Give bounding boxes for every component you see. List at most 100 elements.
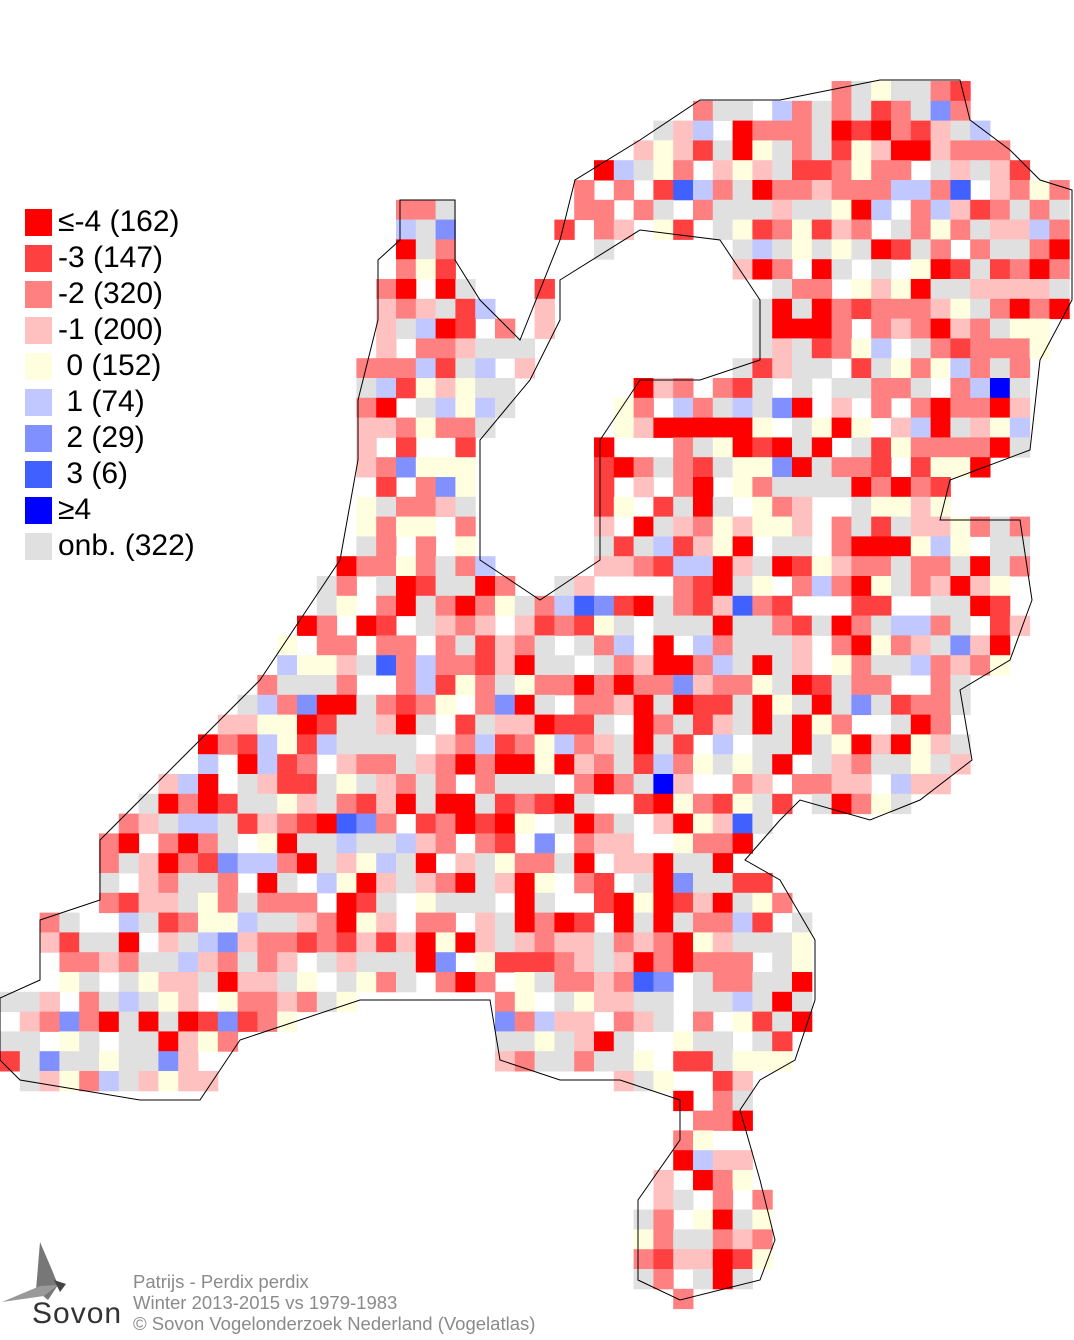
grid-cell — [831, 714, 852, 735]
grid-cell — [396, 774, 417, 795]
grid-cell — [1009, 239, 1031, 260]
grid-cell — [851, 635, 872, 656]
grid-cell — [257, 912, 278, 933]
grid-cell — [277, 873, 298, 894]
grid-cell — [455, 378, 476, 399]
grid-cell — [1029, 338, 1050, 359]
grid-cell — [376, 615, 397, 636]
grid-cell — [415, 536, 437, 557]
grid-cell — [178, 1071, 199, 1092]
grid-cell — [475, 298, 496, 320]
grid-cell — [435, 892, 456, 914]
grid-cell — [772, 457, 793, 478]
grid-cell — [752, 991, 773, 1013]
grid-cell — [653, 1071, 674, 1092]
grid-cell — [792, 338, 813, 359]
grid-cell — [415, 378, 437, 399]
grid-cell — [950, 338, 971, 359]
legend-item: 0 (152) — [25, 348, 195, 384]
grid-cell — [871, 536, 892, 557]
grid-cell — [316, 675, 338, 696]
grid-cell — [851, 576, 872, 597]
period: Winter 2013-2015 vs 1979-1983 — [133, 1292, 398, 1313]
grid-cell — [673, 734, 694, 755]
grid-cell — [950, 635, 971, 656]
grid-cell — [990, 199, 1011, 221]
grid-cell — [415, 397, 437, 419]
grid-cell — [178, 813, 199, 834]
grid-cell — [554, 813, 575, 834]
grid-cell — [772, 516, 793, 537]
grid-cell — [1009, 378, 1031, 399]
grid-cell — [415, 576, 437, 597]
grid-cell — [792, 160, 813, 181]
grid-cell — [732, 239, 753, 260]
grid-cell — [1049, 279, 1070, 300]
grid-cell — [653, 1189, 674, 1211]
grid-cell — [79, 1071, 100, 1092]
grid-cell — [475, 853, 496, 874]
grid-cell — [99, 1071, 120, 1092]
grid-cell — [396, 655, 417, 676]
grid-cell — [891, 437, 912, 458]
grid-cell — [930, 734, 951, 755]
grid-cell — [712, 813, 734, 834]
grid-cell — [712, 972, 734, 993]
grid-cell — [851, 180, 872, 201]
grid-cell — [376, 279, 397, 300]
grid-cell — [930, 417, 951, 438]
grid-cell — [831, 536, 852, 557]
grid-cell — [930, 655, 951, 676]
grid-cell — [514, 991, 536, 1013]
grid-cell — [732, 912, 753, 933]
grid-cell — [138, 972, 159, 993]
grid-cell — [356, 754, 377, 775]
grid-cell — [990, 536, 1011, 557]
legend-item: 1 (74) — [25, 384, 195, 420]
grid-cell — [970, 120, 991, 141]
grid-cell — [990, 298, 1011, 320]
grid-cell — [831, 417, 852, 438]
grid-cell — [871, 358, 892, 379]
grid-cell — [376, 516, 397, 537]
grid-cell — [910, 140, 932, 161]
legend-swatch — [25, 352, 52, 380]
grid-cell — [554, 793, 575, 815]
grid-cell — [950, 536, 971, 557]
grid-cell — [1029, 298, 1050, 320]
grid-cell — [891, 279, 912, 300]
grid-cell — [554, 734, 575, 755]
grid-cells — [0, 81, 1070, 1310]
grid-cell — [316, 912, 338, 933]
grid-cell — [752, 140, 773, 161]
grid-cell — [475, 635, 496, 656]
grid-cell — [732, 1051, 753, 1072]
grid-cell — [930, 100, 951, 122]
grid-cell — [851, 655, 872, 676]
grid-cell — [415, 892, 437, 914]
grid-cell — [376, 714, 397, 735]
grid-cell — [732, 120, 753, 141]
grid-cell — [653, 595, 674, 617]
legend-swatch — [25, 280, 52, 308]
grid-cell — [772, 595, 793, 617]
grid-cell — [396, 754, 417, 775]
grid-cell — [891, 160, 912, 181]
grid-cell — [356, 496, 377, 518]
grid-cell — [376, 595, 397, 617]
grid-cell — [435, 774, 456, 795]
grid-cell — [752, 892, 773, 914]
grid-cell — [435, 556, 456, 577]
grid-cell — [910, 199, 932, 221]
grid-cell — [158, 774, 179, 795]
grid-cell — [752, 437, 773, 458]
grid-cell — [178, 932, 199, 953]
grid-cell — [277, 952, 298, 973]
grid-cell — [950, 81, 971, 102]
grid-cell — [653, 873, 674, 894]
grid-cell — [693, 1170, 714, 1191]
grid-cell — [1049, 219, 1070, 240]
grid-cell — [297, 615, 318, 636]
grid-cell — [475, 952, 496, 973]
grid-cell — [475, 378, 496, 399]
